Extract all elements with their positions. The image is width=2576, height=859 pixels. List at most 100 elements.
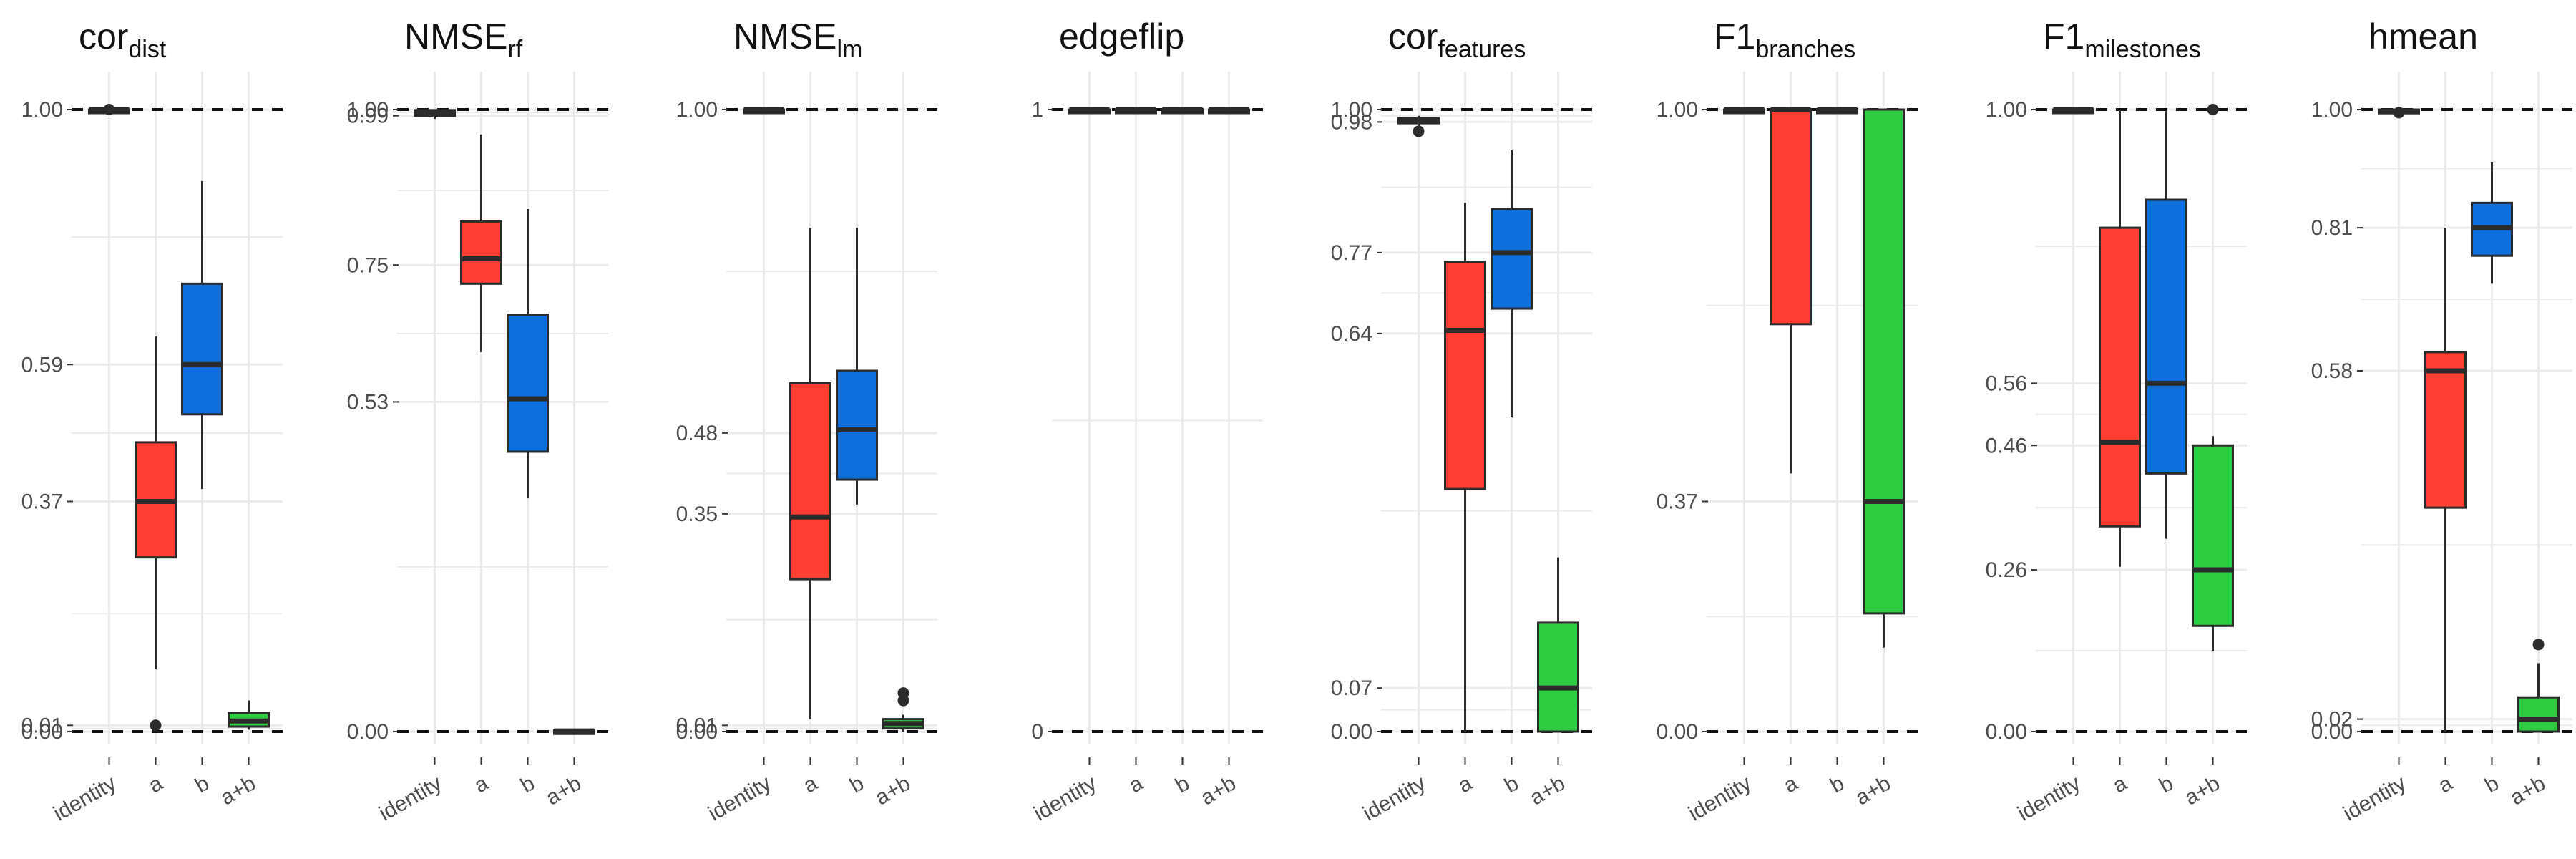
y-tick-label: 0.81 (2311, 216, 2353, 240)
box-body (2192, 444, 2234, 627)
x-tick-label: b (1171, 771, 1194, 797)
box-a+b (882, 687, 924, 732)
y-tick-label: 0.01 (676, 714, 718, 737)
box-identity (1397, 115, 1440, 137)
box-a (460, 134, 502, 352)
box-a+b (1208, 107, 1250, 115)
panel-title-subscript: lm (836, 36, 862, 63)
y-tick-label: 0.56 (1986, 372, 2027, 395)
x-tick-label: identity (704, 771, 775, 825)
outlier-point (1413, 125, 1425, 137)
box-body (1444, 261, 1486, 490)
panel-title: cordist (79, 16, 167, 63)
y-tick-label: 0.53 (347, 390, 389, 414)
y-tick-label: 1.00 (21, 98, 63, 122)
x-tick-label: a+b (542, 771, 585, 810)
y-tick-label: 1.00 (347, 98, 389, 122)
x-tick-label: identity (375, 771, 446, 825)
panel-title: F1branches (1714, 16, 1855, 63)
y-tick-label: 0.26 (1986, 558, 2027, 582)
y-tick-label: 0.98 (1331, 110, 1372, 134)
outlier-point (2532, 639, 2545, 651)
box-body (1537, 621, 1579, 733)
box-a (1444, 203, 1486, 732)
y-tick-label: 0.58 (2311, 359, 2353, 383)
y-tick-label: 0.99 (347, 105, 389, 128)
x-tick-label: a (470, 771, 492, 797)
box-a+b (1863, 108, 1905, 648)
outlier-point (2393, 107, 2405, 119)
panel-8: 0.000.02 0.58 0.81 1.00 identity a b a+b hmean (2311, 16, 2572, 826)
box-body (2424, 351, 2467, 509)
y-tick-label: 0.00 (1657, 720, 1698, 744)
box-body (460, 220, 502, 285)
y-tick-label: 1.00 (1986, 98, 2027, 122)
y-tick-label: 0 (1031, 720, 1043, 744)
panel-7: 0.00 0.26 0.46 0.56 1.00 identity a b a+b F1miles… (1986, 16, 2247, 826)
panel-title: corfeatures (1388, 16, 1526, 63)
box-identity (2378, 107, 2420, 119)
box-a+b (1537, 557, 1579, 733)
y-tick-label: 0.75 (347, 253, 389, 277)
y-tick-label: 0.07 (1331, 676, 1372, 700)
x-tick-label: a+b (1526, 771, 1569, 810)
box-a (2424, 228, 2467, 732)
y-tick-label: 1.00 (2311, 98, 2353, 122)
box-a (789, 228, 831, 719)
box-body (507, 314, 549, 453)
y-tick-label: 0.77 (1331, 241, 1372, 265)
y-tick-label: 0.00 (676, 720, 718, 744)
box-a (135, 336, 177, 732)
y-tick-label: 0.02 (2311, 708, 2353, 732)
panel-2: 0.00 0.53 0.75 0.991.00 identity a b a+b NMSErf (347, 16, 608, 826)
x-tick-label: b (846, 771, 868, 797)
box-body (2099, 226, 2141, 528)
box-a+b (2192, 104, 2234, 651)
box-identity (1723, 107, 1765, 115)
x-tick-label: identity (49, 771, 120, 825)
x-tick-label: a+b (1196, 771, 1240, 810)
box-body (1770, 108, 1812, 326)
y-tick-label: 0.00 (1986, 720, 2027, 744)
y-tick-label: 1.00 (676, 98, 718, 122)
panel-title-main: NMSE (404, 16, 507, 57)
box-b (1491, 150, 1533, 418)
x-tick-label: identity (1684, 771, 1755, 825)
outlier-point (103, 104, 115, 115)
box-a (1115, 107, 1157, 115)
x-tick-label: a (2109, 771, 2131, 797)
outlier-point (150, 719, 162, 732)
panel-title-subscript: milestones (2084, 36, 2201, 63)
box-b (2471, 162, 2513, 284)
box-a (2099, 110, 2141, 567)
panel-5: 0.00 0.07 0.64 0.77 0.981.00 identity a b a+b cor… (1331, 16, 1592, 826)
box-a+b (553, 728, 595, 735)
x-tick-label: identity (1030, 771, 1101, 825)
x-tick-label: a+b (871, 771, 914, 810)
y-tick-label: 1.00 (1657, 98, 1698, 122)
y-tick-label: 0.37 (1657, 490, 1698, 513)
panel-4: 0 1 identity a b a+b edgeflip (1030, 16, 1263, 826)
box-identity (743, 107, 785, 115)
box-b (181, 180, 223, 490)
panel-title-main: edgeflip (1059, 16, 1184, 57)
box-b (1161, 107, 1204, 115)
box-body (789, 382, 831, 581)
x-tick-label: a (1125, 771, 1147, 797)
y-tick-label: 0.01 (21, 714, 63, 737)
y-tick-label: 0.00 (1331, 720, 1372, 744)
box-identity (414, 109, 456, 120)
x-tick-label: a+b (1851, 771, 1895, 810)
panel-6: 0.00 0.37 1.00 identity a b a+b F1branches (1657, 16, 1918, 826)
y-tick-label: 0.35 (676, 503, 718, 526)
box-b (507, 209, 549, 499)
box-b (836, 228, 878, 505)
y-tick-label: 0.46 (1986, 434, 2027, 457)
x-tick-label: b (1501, 771, 1523, 797)
y-tick-label: 0.48 (676, 422, 718, 445)
panel-title-subscript: dist (128, 36, 166, 63)
panel-title: NMSErf (404, 16, 523, 63)
box-a+b (2517, 639, 2560, 733)
y-tick-label: 0.37 (21, 490, 63, 513)
